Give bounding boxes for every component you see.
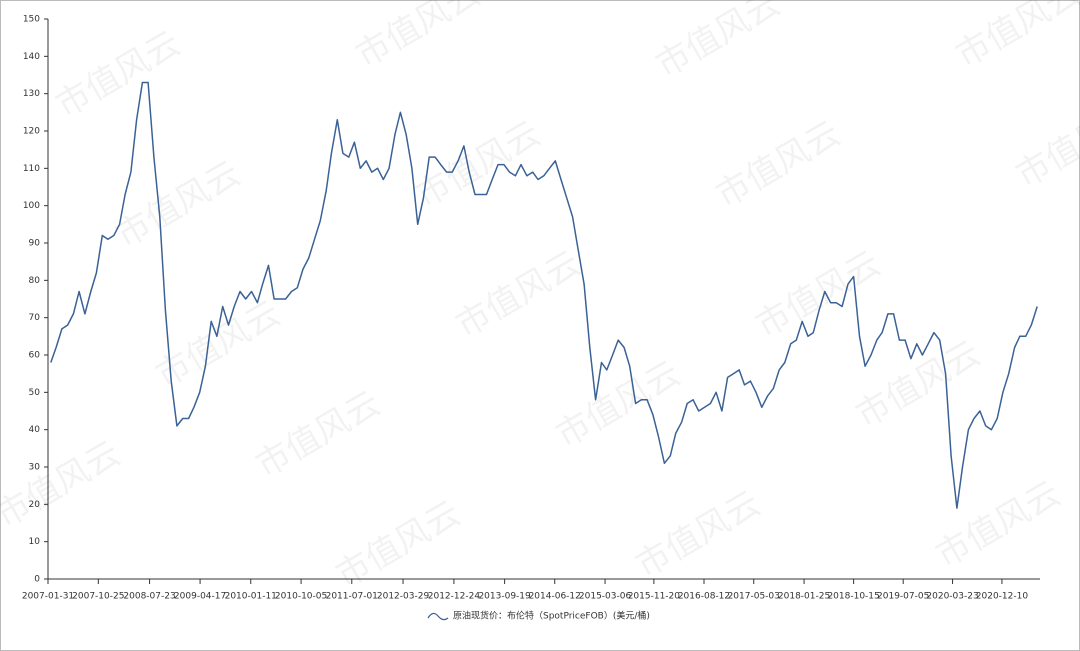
y-tick-label: 110 — [23, 164, 40, 174]
y-tick-label: 40 — [29, 425, 41, 435]
x-tick-label: 2018-01-25 — [778, 592, 830, 602]
x-tick-label: 2017-05-03 — [728, 592, 780, 602]
x-tick-label: 2007-10-25 — [72, 592, 124, 602]
x-tick-label: 2010-10-05 — [275, 592, 327, 602]
legend-label: 原油现货价：布伦特（SpotPriceFOB）(美元/桶) — [453, 610, 650, 622]
x-tick-label: 2008-07-23 — [123, 592, 175, 602]
y-tick-label: 90 — [29, 239, 41, 249]
x-tick-label: 2013-09-19 — [478, 592, 531, 602]
x-tick-label: 2019-07-05 — [877, 592, 929, 602]
legend-icon — [427, 612, 449, 621]
x-tick-label: 2012-03-29 — [377, 592, 430, 602]
x-tick-label: 2014-06-12 — [529, 592, 581, 602]
y-tick-label: 150 — [23, 15, 40, 25]
y-tick-label: 80 — [29, 276, 41, 286]
x-tick-label: 2012-12-24 — [428, 592, 481, 602]
x-tick-label: 2016-08-12 — [678, 592, 730, 602]
y-tick-label: 140 — [23, 52, 40, 62]
y-tick-label: 0 — [34, 575, 40, 585]
y-tick-label: 10 — [29, 537, 41, 547]
y-tick-label: 100 — [23, 201, 40, 211]
y-tick-label: 70 — [29, 313, 41, 323]
y-tick-label: 30 — [29, 463, 41, 473]
x-tick-label: 2015-11-20 — [628, 592, 681, 602]
x-tick-label: 2020-12-10 — [976, 592, 1029, 602]
y-tick-label: 20 — [29, 500, 41, 510]
x-tick-label: 2009-04-17 — [174, 592, 226, 602]
y-tick-label: 120 — [23, 127, 40, 137]
x-tick-label: 2011-07-01 — [326, 592, 378, 602]
y-tick-label: 60 — [29, 351, 41, 361]
x-tick-label: 2020-03-23 — [926, 592, 978, 602]
x-tick-label: 2010-01-11 — [225, 592, 277, 602]
x-tick-label: 2015-03-06 — [579, 592, 632, 602]
data-line — [50, 81, 1038, 509]
y-tick-label: 130 — [23, 89, 40, 99]
y-tick-label: 50 — [29, 388, 41, 398]
x-tick-label: 2018-10-15 — [827, 592, 879, 602]
x-tick-label: 2007-01-31 — [22, 592, 74, 602]
